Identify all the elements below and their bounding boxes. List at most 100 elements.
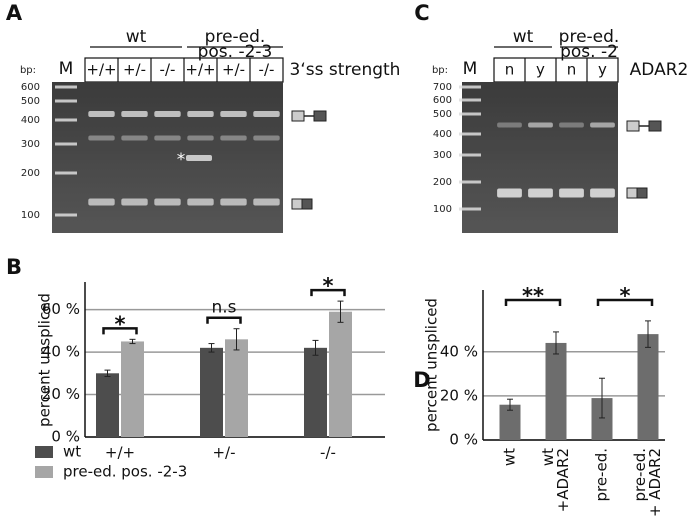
gel-band [220, 135, 247, 141]
exon-icon [648, 120, 662, 132]
x-tick-label: wt [539, 448, 557, 466]
bar [637, 334, 659, 440]
ladder-band [55, 142, 77, 146]
gel-image [462, 82, 618, 233]
significance-bracket [504, 298, 562, 306]
bar [591, 398, 613, 440]
gel-band [220, 111, 247, 117]
legend-swatch [35, 446, 53, 458]
ladder-band [459, 207, 481, 211]
ladder-band [55, 118, 77, 122]
lane-label: -/- [259, 61, 275, 79]
panel-letter: D [413, 368, 430, 392]
ladder-label: 200 [21, 168, 40, 179]
lane-label: +/+ [86, 61, 116, 79]
group-label: pre-ed. [559, 27, 620, 47]
gel-band [88, 198, 115, 206]
gel-band [590, 188, 615, 198]
gel-sheen [462, 82, 618, 233]
y-axis-label: percent unspliced [36, 293, 54, 427]
gel-band [559, 122, 584, 128]
exon-icon [313, 110, 327, 122]
bar [304, 347, 327, 437]
asterisk: * [177, 150, 186, 170]
ladder-band [459, 153, 481, 157]
group-label: pre-ed. [205, 27, 266, 47]
lane-label: y [598, 61, 607, 79]
ladder-label: 300 [433, 150, 452, 161]
bar [499, 404, 521, 440]
exon-icon [291, 198, 303, 210]
gel-band [154, 111, 181, 117]
gel-band [220, 198, 247, 206]
gel-band [88, 111, 115, 117]
legend-swatch [35, 466, 53, 478]
exon-icon [626, 120, 640, 132]
lane-label: +/- [123, 61, 146, 79]
significance-bracket [310, 288, 346, 297]
significance-bracket [206, 316, 242, 324]
y-tick-label: 20 % [42, 385, 80, 403]
significance-label: * [323, 274, 334, 298]
bar [200, 347, 223, 437]
lane-title: ADAR2 [630, 60, 689, 80]
gel-band [88, 135, 115, 141]
x-tick-label: pre-ed. [593, 448, 611, 502]
group-label: wt [126, 27, 147, 47]
gel-band [497, 188, 522, 198]
ladder-label: 700 [433, 82, 452, 93]
significance-label: n.s [211, 298, 236, 318]
x-tick-label: +/+ [105, 444, 135, 462]
legend-label: wt [63, 443, 81, 461]
ladder-label: 400 [433, 129, 452, 140]
gel-band [187, 111, 214, 117]
gel-band [121, 111, 148, 117]
significance-label: * [115, 312, 126, 336]
ladder-label: 600 [21, 82, 40, 93]
gel-image [52, 82, 283, 233]
gel-band [253, 198, 280, 206]
bar [329, 311, 352, 437]
y-tick-label: 0 % [51, 428, 80, 446]
exon-icon [626, 187, 638, 199]
gel-band [559, 188, 584, 198]
exon-icon [301, 198, 313, 210]
ladder-label: 500 [21, 96, 40, 107]
gel-band [497, 122, 522, 128]
ladder-band [459, 180, 481, 184]
ladder-band [55, 171, 77, 175]
ladder-band [459, 112, 481, 116]
marker-label: M [463, 59, 478, 79]
gel-band [528, 122, 553, 128]
gel-band [253, 111, 280, 117]
significance-label: * [620, 284, 631, 308]
x-tick-label: +ADAR2 [554, 448, 572, 512]
x-tick-label: wt [501, 448, 519, 466]
ladder-band [459, 132, 481, 136]
gel-band [154, 198, 181, 206]
ladder-label: 600 [433, 95, 452, 106]
bp-label: bp: [432, 65, 448, 76]
gel-band [187, 198, 214, 206]
bar [545, 342, 567, 440]
significance-label: ** [522, 284, 544, 308]
legend-label: pre-ed. pos. -2-3 [63, 463, 187, 481]
gel-band [187, 135, 214, 141]
panel-letter: A [6, 1, 23, 25]
lane-label: -/- [160, 61, 176, 79]
ladder-band [55, 99, 77, 103]
ladder-label: 100 [21, 210, 40, 221]
lane-label: n [505, 61, 515, 79]
y-axis-label: percent unspliced [423, 298, 441, 432]
bar [96, 373, 119, 437]
gel-sheen [52, 82, 283, 233]
y-tick-label: 20 % [440, 386, 478, 404]
lane-title: 3‘ss strength [290, 60, 401, 80]
extra-band [186, 155, 212, 161]
y-tick-label: 40 % [42, 343, 80, 361]
gel-band [121, 198, 148, 206]
y-tick-label: 0 % [449, 431, 478, 449]
bp-label: bp: [20, 65, 36, 76]
gel-band [253, 135, 280, 141]
